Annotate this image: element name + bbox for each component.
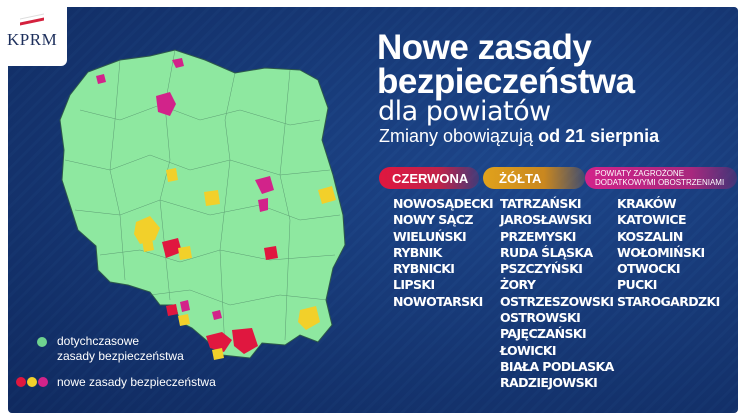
list-item: RYBNICKI (393, 261, 455, 277)
powiat-highlights (96, 58, 336, 360)
list-item: KOSZALIN (617, 228, 683, 244)
list-item: RYBNIK (393, 244, 442, 260)
list-item: KRAKÓW (617, 196, 677, 211)
nowotarski-region (206, 332, 232, 352)
krakow-region (212, 310, 222, 320)
list-item: OTWOCKI (617, 261, 680, 277)
pink-label-line-2: DODATKOWYMI OBOSTRZENIAMI (595, 178, 725, 187)
legend-existing-rules: dotychczasowe zasady bezpieczeństwa (57, 334, 184, 364)
legend-new-rules: nowe zasady bezpieczeństwa (57, 375, 216, 389)
wolominski-region (255, 176, 274, 194)
legend-green-dot (37, 337, 47, 347)
nowosadecki-region (232, 328, 258, 354)
poland-map-outline (59, 49, 346, 359)
pucki-region (172, 58, 184, 68)
list-item: NOWY SĄCZ (393, 212, 473, 228)
pszczynski-region (178, 314, 190, 326)
category-red-pill: CZERWONA (379, 167, 479, 189)
list-item: STAROGARDZKI (617, 293, 720, 309)
legend-yellow-dot (27, 377, 37, 387)
list-item: OSTRZESZOWSKI (500, 293, 614, 309)
list-item: RADZIEJOWSKI (500, 375, 598, 391)
list-item: JAROSŁAWSKI (500, 212, 592, 228)
red-powiaty-list: NOWOSĄDECKI NOWY SĄCZ WIELUŃSKI RYBNIK R… (393, 196, 494, 310)
list-item: TATRZAŃSKI (500, 196, 582, 211)
category-pink-pill: POWIATY ZAGROŻONE DODATKOWYMI OBOSTRZENI… (585, 167, 737, 189)
kprm-logo: KPRM (0, 0, 67, 66)
lipski-region (264, 246, 278, 260)
list-item: LIPSKI (393, 277, 435, 293)
flag-icon (20, 13, 44, 26)
starogardzki-region (156, 92, 176, 116)
list-item: PSZCZYŃSKI (500, 261, 583, 277)
biala-podlaska-region (318, 186, 336, 204)
lowicki-region (204, 190, 220, 206)
list-item: PAJĘCZAŃSKI (500, 326, 587, 342)
title-line-1: Nowe zasady (377, 28, 592, 67)
jaroslawski-region (298, 306, 320, 330)
pink-powiaty-list: KRAKÓW KATOWICE KOSZALIN WOŁOMIŃSKI OTWO… (617, 196, 720, 310)
list-item: NOWOSĄDECKI (393, 196, 494, 211)
subtitle: dla powiatów (378, 96, 551, 127)
tatrzanski-region (212, 348, 224, 360)
logo-text: KPRM (7, 30, 58, 49)
list-item: NOWOTARSKI (393, 293, 483, 309)
otwocki-region (258, 198, 268, 212)
list-item: KATOWICE (617, 212, 687, 228)
ostrzeszowski-region (142, 238, 154, 252)
legend-pink-dot (38, 377, 48, 387)
yellow-powiaty-list: TATRZAŃSKI JAROSŁAWSKI PRZEMYSKI RUDA ŚL… (500, 196, 614, 392)
list-item: WIELUŃSKI (393, 228, 467, 244)
legend-existing-line-2: zasady bezpieczeństwa (57, 349, 184, 363)
category-yellow-pill: ŻÓŁTA (483, 167, 585, 189)
list-item: BIAŁA PODLASKA (500, 358, 614, 374)
koszalin-region (96, 74, 106, 84)
list-item: ŁOWICKI (500, 342, 557, 358)
legend-red-dot (16, 377, 26, 387)
list-item: RUDA ŚLĄSKA (500, 244, 593, 260)
title-line-2: bezpieczeństwa (377, 62, 635, 101)
list-item: ŻORY (500, 277, 536, 293)
list-item: PUCKI (617, 277, 657, 293)
wielunski-region (162, 238, 182, 258)
powiat-borders (64, 49, 341, 351)
ostrowski-region (134, 216, 160, 244)
list-item: OSTROWSKI (500, 310, 581, 326)
list-item: PRZEMYSKI (500, 228, 576, 244)
list-item: WOŁOMIŃSKI (617, 244, 705, 260)
rybnik-region (166, 304, 178, 316)
radziejowski-region (166, 168, 178, 182)
legend-existing-line-1: dotychczasowe (57, 334, 140, 348)
note-date: od 21 sierpnia (538, 126, 660, 146)
effective-date-note: Zmiany obowiązują od 21 sierpnia (379, 126, 659, 147)
pink-label-line-1: POWIATY ZAGROŻONE (595, 169, 685, 178)
note-prefix: Zmiany obowiązują (379, 126, 539, 146)
katowice-region (180, 300, 190, 312)
pajeczanski-region (178, 246, 192, 260)
